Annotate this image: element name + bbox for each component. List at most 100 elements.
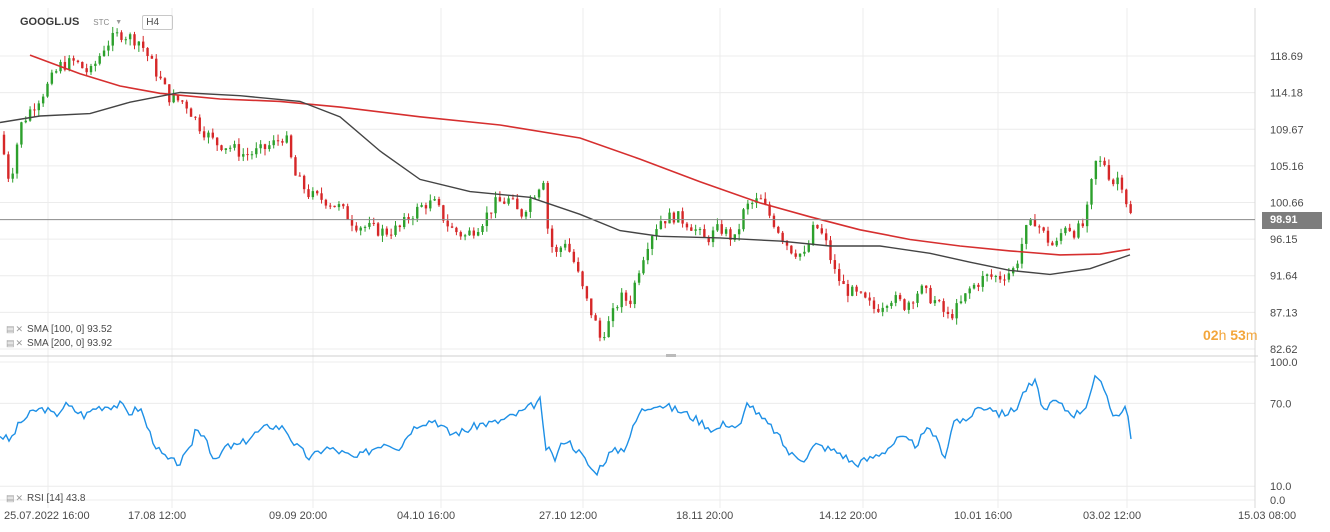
candle-body	[916, 293, 919, 303]
candle-body	[1003, 279, 1006, 281]
candle-body	[816, 224, 819, 229]
candle-body	[533, 197, 536, 199]
candle-body	[911, 302, 915, 304]
candle-body	[128, 34, 132, 40]
candle-body	[85, 68, 88, 73]
candle-body	[598, 320, 602, 338]
candle-body	[964, 293, 967, 302]
candle-body	[1129, 204, 1132, 213]
candle-body	[737, 229, 741, 235]
countdown-hours: 02	[1203, 327, 1219, 343]
countdown-minutes-unit: m	[1245, 327, 1258, 343]
candle-body	[925, 285, 928, 288]
candle-body	[1042, 227, 1045, 231]
candle-body	[507, 198, 510, 204]
price-axis[interactable]: 118.69 114.18 109.67 105.16 100.66 96.15 91.64…	[1270, 51, 1304, 356]
candle-body	[163, 78, 167, 85]
rsi-axis[interactable]: 100.0 70.0 10.0 0.0	[1270, 357, 1298, 507]
candle-body	[759, 198, 763, 200]
candle-body	[781, 232, 784, 241]
candle-body	[746, 203, 750, 210]
candle-body	[1025, 225, 1028, 244]
settings-visibility-icon[interactable]: ▤✕	[6, 324, 25, 334]
candle-body	[272, 140, 275, 146]
candle-body	[859, 291, 863, 293]
candle-body	[168, 84, 171, 103]
symbol-name[interactable]: GOOGL.US	[20, 16, 80, 28]
candle-body	[711, 230, 715, 243]
candle-body	[511, 198, 515, 200]
legend-sma200[interactable]: ▤✕ SMA [200, 0] 93.92	[6, 338, 112, 349]
candle-body	[503, 201, 506, 204]
time-tick-label: 10.01 16:00	[954, 510, 1012, 522]
candle-body	[616, 307, 619, 309]
rsi-tick-label: 100.0	[1270, 357, 1298, 369]
candle-body	[642, 260, 645, 274]
candle-body	[1068, 227, 1071, 232]
time-tick-label: 14.12 20:00	[819, 510, 877, 522]
candle-body	[559, 247, 562, 252]
candle-body	[572, 251, 576, 262]
candle-body	[833, 260, 837, 270]
candle-body	[994, 276, 997, 278]
candle-body	[281, 141, 284, 143]
candle-body	[1099, 160, 1102, 162]
candle-body	[864, 292, 867, 298]
candle-body	[594, 315, 597, 321]
pane-resize-handle[interactable]	[666, 354, 676, 357]
candle-body	[398, 225, 402, 228]
candle-body	[329, 205, 332, 207]
timeframe-select[interactable]: H4	[142, 14, 174, 30]
legend-rsi[interactable]: ▤✕ RSI [14] 43.8	[6, 493, 85, 504]
candle-body	[838, 269, 841, 281]
chevron-down-icon[interactable]: ▼	[115, 18, 123, 26]
candle-body	[50, 72, 54, 84]
price-tick-label: 87.13	[1270, 307, 1298, 319]
candle-body	[755, 198, 758, 204]
grid-lines	[0, 8, 1256, 508]
candle-body	[433, 199, 436, 201]
candle-body	[633, 282, 636, 305]
candle-body	[63, 61, 67, 70]
candle-body	[768, 204, 771, 216]
candle-body	[446, 220, 449, 227]
legend-sma100[interactable]: ▤✕ SMA [100, 0] 93.52	[6, 324, 112, 335]
candle-body	[1007, 273, 1011, 280]
candle-body	[824, 233, 828, 241]
candle-body	[655, 229, 658, 237]
candle-body	[459, 232, 462, 237]
candle-body	[803, 251, 806, 254]
candle-body	[1064, 227, 1067, 234]
candle-body	[972, 284, 976, 289]
candle-body	[898, 295, 902, 300]
candle-body	[820, 228, 823, 234]
candle-body	[437, 199, 441, 206]
candle-body	[959, 301, 963, 304]
candle-body	[268, 145, 271, 150]
price-tick-label: 91.64	[1270, 271, 1298, 283]
candle-body	[207, 132, 210, 138]
candle-body	[716, 224, 719, 231]
candle-body	[94, 63, 97, 66]
settings-visibility-icon[interactable]: ▤✕	[6, 493, 25, 503]
candle-body	[137, 41, 141, 46]
candle-body	[355, 225, 358, 231]
time-tick-label: 18.11 20:00	[676, 510, 733, 522]
candle-body	[811, 224, 815, 245]
candle-body	[289, 135, 293, 158]
candle-body	[250, 154, 254, 156]
candle-body	[703, 229, 706, 238]
time-axis[interactable]: 25.07.2022 16:00 17.08 12:00 09.09 20:00 04…	[4, 510, 1296, 522]
candle-body	[298, 175, 301, 177]
price-tick-label: 114.18	[1270, 88, 1303, 100]
candle-body	[37, 103, 40, 111]
candle-body	[107, 45, 110, 51]
settings-visibility-icon[interactable]: ▤✕	[6, 338, 25, 348]
candle-body	[751, 203, 754, 205]
candle-body	[664, 221, 667, 224]
candle-body	[28, 109, 32, 121]
candle-body	[920, 285, 924, 294]
candle-body	[542, 182, 545, 190]
time-tick-label: 03.02 12:00	[1083, 510, 1141, 522]
